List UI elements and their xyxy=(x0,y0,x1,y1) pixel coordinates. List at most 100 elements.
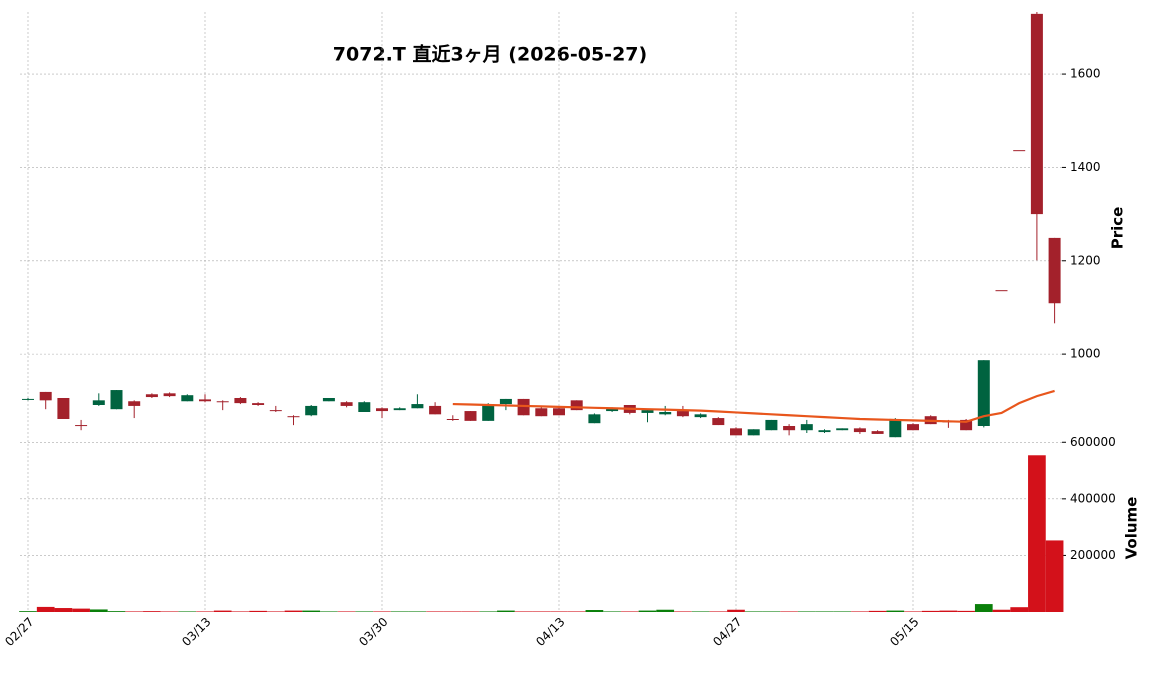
volume-bar xyxy=(603,611,621,612)
candle-body xyxy=(960,419,973,431)
candle-body xyxy=(606,408,619,412)
x-tick-label: 02/27 xyxy=(2,615,36,649)
chart-title: 7072.T 直近3ヶ月 (2026-05-27) xyxy=(333,43,647,66)
volume-bar xyxy=(974,604,993,612)
candle-body xyxy=(730,428,742,436)
volume-bar xyxy=(939,610,958,612)
candle-body xyxy=(907,424,919,431)
volume-bar xyxy=(550,611,568,612)
candle-body xyxy=(517,398,530,416)
volume-bar xyxy=(727,609,745,612)
candle-body xyxy=(429,405,442,415)
x-tick-label: 05/15 xyxy=(887,615,921,649)
volume-bar xyxy=(656,609,675,612)
volume-bar xyxy=(815,611,834,612)
candle-body xyxy=(393,408,406,411)
volume-bar xyxy=(337,611,356,612)
volume-bar xyxy=(125,611,144,612)
volume-bar xyxy=(1028,455,1046,612)
candle-body xyxy=(747,429,760,436)
candle-body xyxy=(376,408,388,412)
candle-body xyxy=(871,431,884,434)
candle-body xyxy=(783,425,796,431)
candle-body xyxy=(464,411,477,421)
candle-body xyxy=(570,400,583,411)
volume-bar xyxy=(36,606,55,612)
volume-bar xyxy=(231,611,250,612)
candle-body xyxy=(199,399,211,402)
candle-body xyxy=(234,397,247,404)
candle-body xyxy=(1013,150,1026,152)
candle-body xyxy=(39,391,52,401)
candle-body xyxy=(128,401,141,406)
volume-bar xyxy=(426,611,444,612)
volume-bar xyxy=(833,611,852,612)
volume-bar xyxy=(497,610,515,612)
x-tick-label: 03/13 xyxy=(179,615,213,649)
volume-bar xyxy=(709,611,728,612)
candle-body xyxy=(818,430,831,433)
y-tick-label: 1000 xyxy=(1070,347,1101,361)
candle-body xyxy=(995,290,1008,292)
volume-bar xyxy=(921,610,940,612)
candle-body xyxy=(712,418,725,426)
volume-bar xyxy=(868,610,887,612)
volume-bar xyxy=(54,608,73,612)
volume-bar xyxy=(249,610,267,612)
volume-bar xyxy=(89,609,108,612)
volume-bar xyxy=(532,611,551,612)
volume-axis-label: Volume xyxy=(1123,497,1141,560)
candle-body xyxy=(889,418,902,438)
volume-bar xyxy=(851,611,869,612)
volume-bar xyxy=(620,611,639,612)
candle-body xyxy=(853,428,866,433)
candle-body xyxy=(358,402,371,412)
volume-bar xyxy=(904,611,922,612)
candle-body xyxy=(411,404,424,409)
candle-body xyxy=(482,404,495,421)
candle-body xyxy=(800,424,813,431)
candle-body xyxy=(110,390,123,410)
volume-bar xyxy=(373,611,391,612)
x-tick-label: 03/30 xyxy=(356,615,390,649)
candle-body xyxy=(1030,13,1043,215)
candle-body xyxy=(765,419,778,431)
candle-body xyxy=(694,414,707,418)
y-axis-label: Price xyxy=(1109,207,1127,250)
volume-bar xyxy=(461,611,480,612)
y-tick-label: 1200 xyxy=(1070,253,1101,267)
candle-body xyxy=(252,403,265,405)
volume-bar xyxy=(567,611,586,612)
candle-body xyxy=(92,400,105,405)
candle-body xyxy=(588,414,601,424)
candle-body xyxy=(1048,237,1061,304)
volume-bar xyxy=(957,610,975,612)
candle-body xyxy=(75,425,88,427)
x-tick-label: 04/13 xyxy=(533,615,567,649)
volume-bar xyxy=(691,611,710,612)
candle-body xyxy=(535,408,548,417)
volume-bar xyxy=(797,611,816,612)
candle-body xyxy=(553,408,565,416)
candle-body xyxy=(659,411,672,415)
volume-bar xyxy=(514,611,533,612)
volume-bar xyxy=(638,610,657,612)
volume-bar xyxy=(302,610,321,612)
candle-body xyxy=(641,410,654,413)
candle-body xyxy=(287,416,300,418)
candle-body xyxy=(446,418,459,420)
candle-body xyxy=(676,411,689,417)
candle-body xyxy=(57,397,70,419)
volume-bar xyxy=(1010,607,1029,612)
volume-tick-label: 200000 xyxy=(1070,548,1116,562)
candle-body xyxy=(163,393,176,397)
volume-bar xyxy=(886,610,905,612)
volume-bar xyxy=(19,611,37,612)
volume-tick-label: 600000 xyxy=(1070,435,1116,449)
candle-body xyxy=(181,395,194,402)
candle-body xyxy=(22,398,34,400)
volume-bar xyxy=(390,611,409,612)
candle-body xyxy=(216,401,229,403)
volume-bar xyxy=(320,611,338,612)
